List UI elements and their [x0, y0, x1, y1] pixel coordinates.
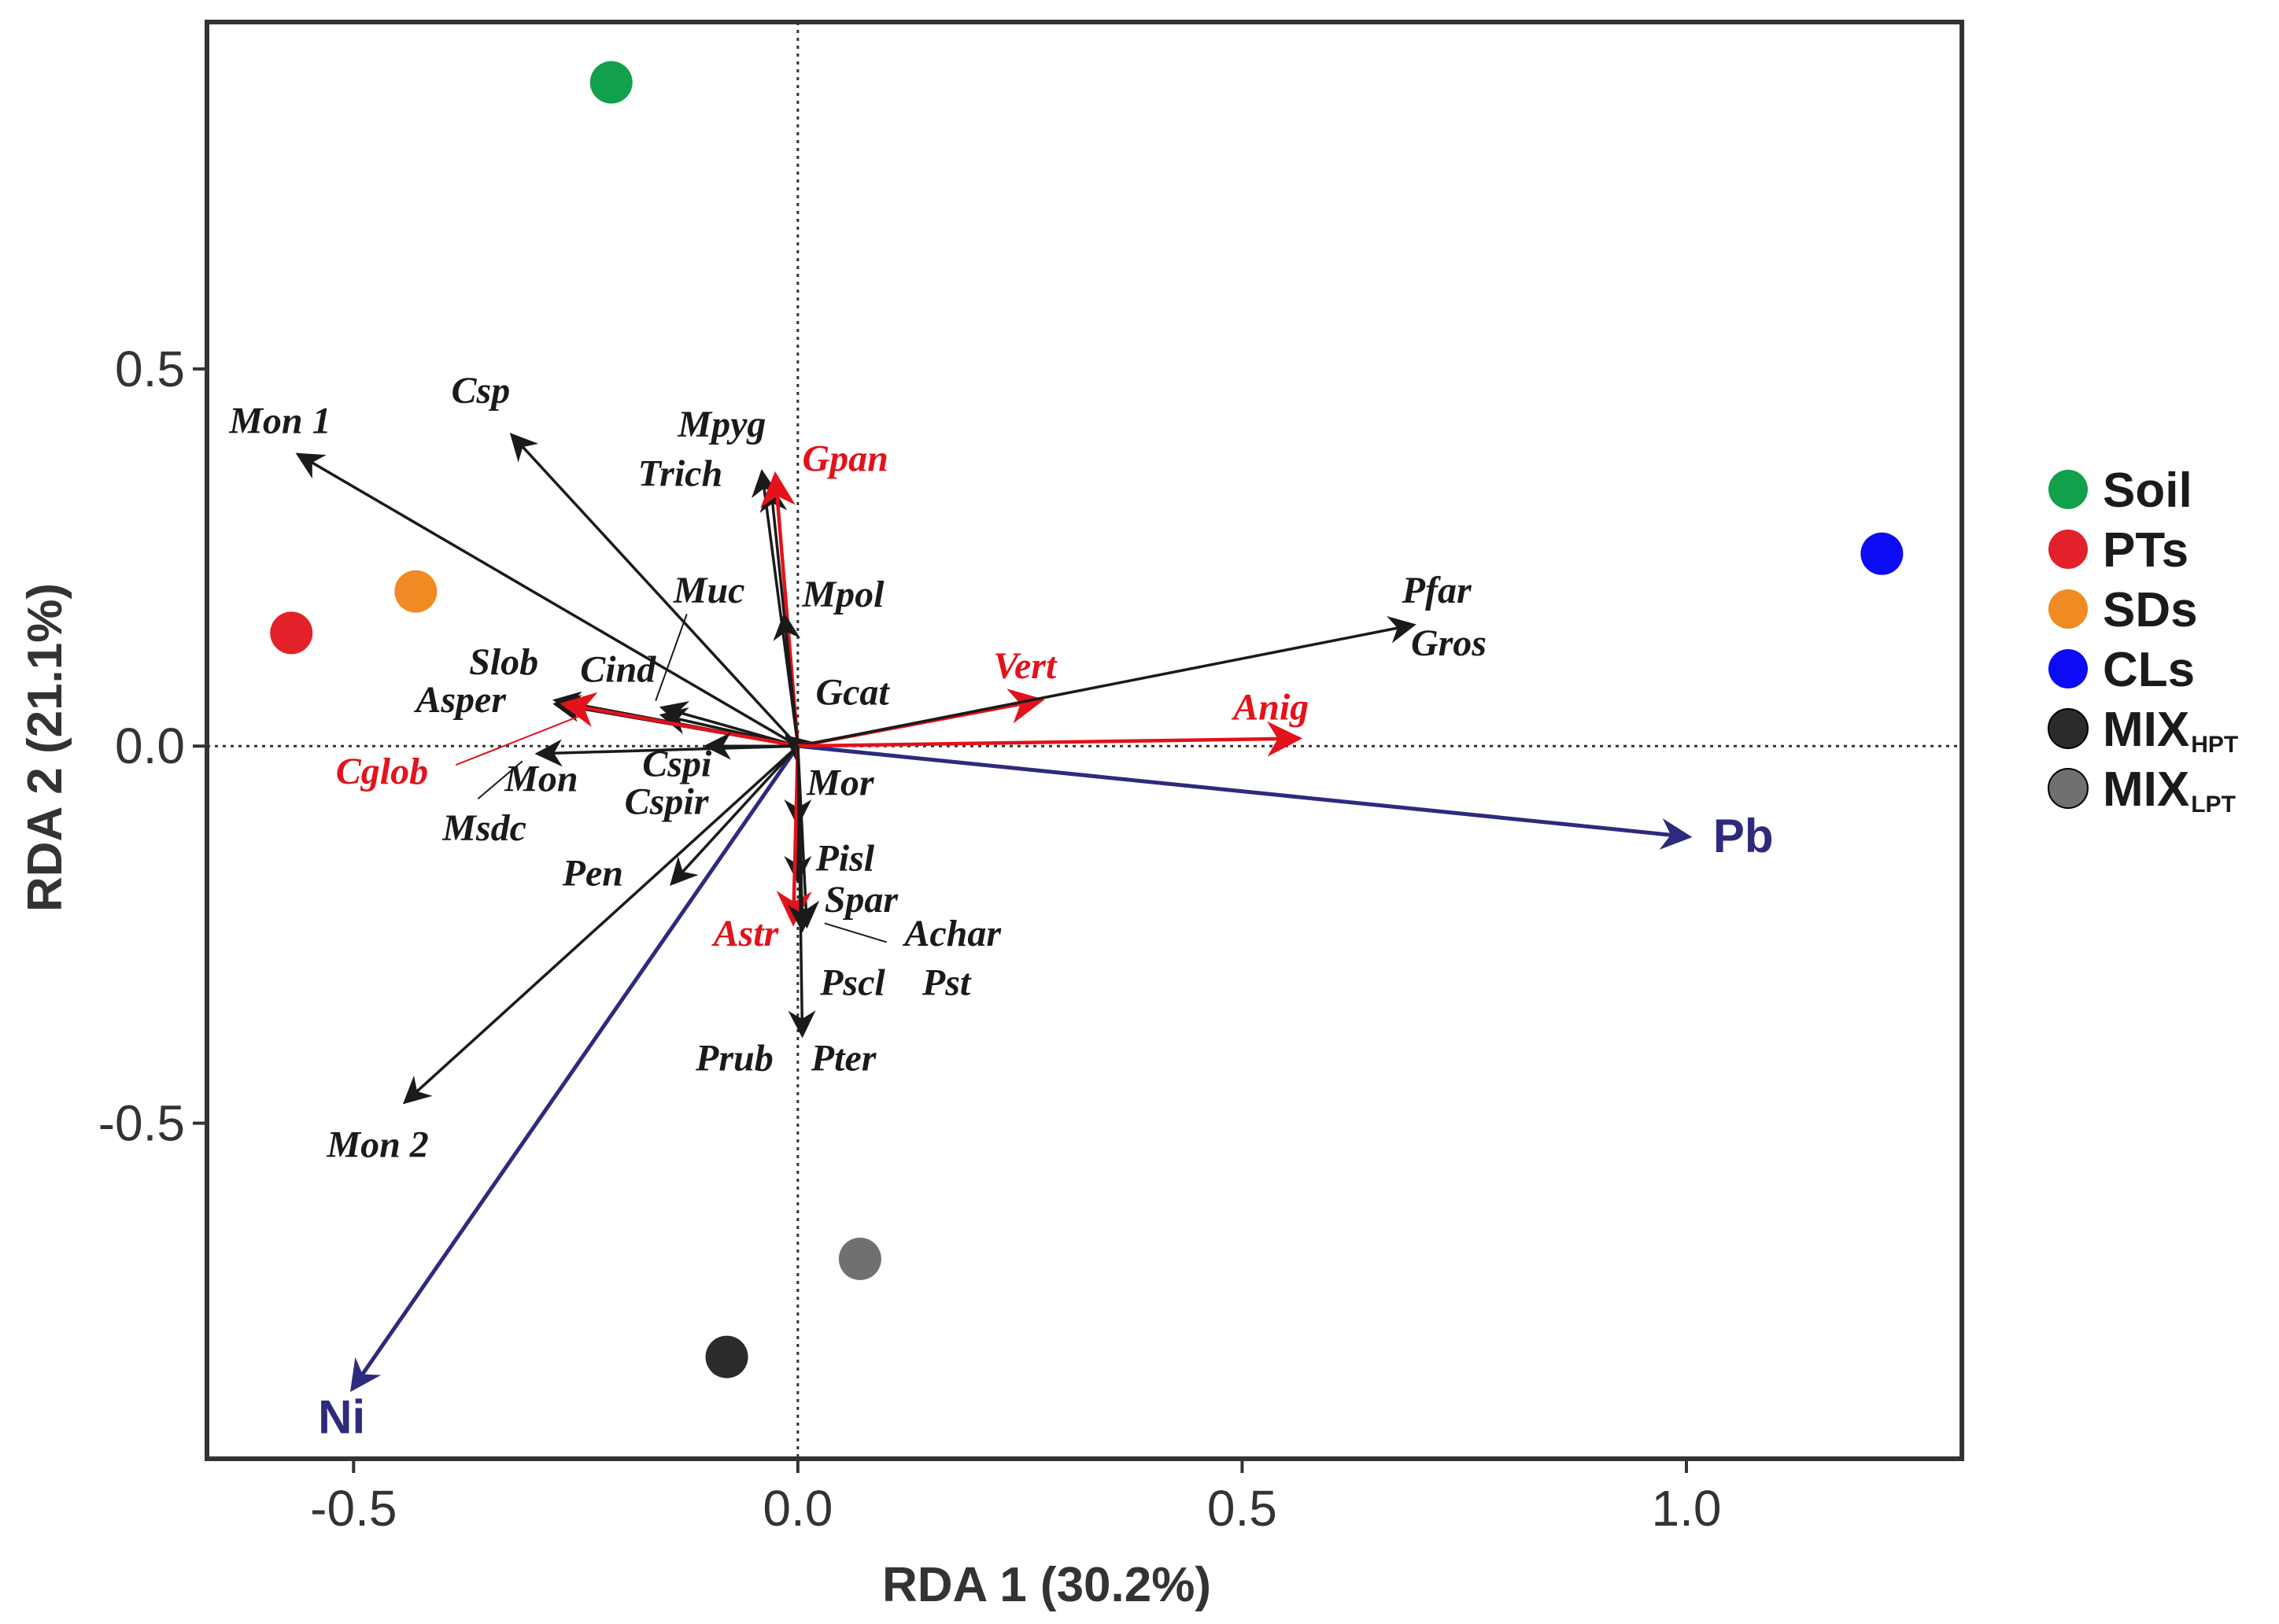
- species-label: Mpol: [802, 574, 885, 615]
- species-vector-cind: [659, 701, 799, 747]
- label-leader-line: [455, 714, 581, 766]
- species-label: Msdc: [441, 807, 526, 849]
- vector-labels: Mon 1 Csp Mpyg Trich Gpan Mpol Muc Cind SlobAspe…: [228, 370, 1773, 1443]
- species-label: Pen: [562, 853, 623, 895]
- y-tick-label: -0.5: [98, 1094, 185, 1151]
- species-label: Achar: [902, 913, 1002, 954]
- site-point-soil: [589, 61, 633, 104]
- plot-frame: [205, 20, 1964, 1461]
- species-label: Mon 1: [228, 400, 331, 441]
- legend-label: MIX: [2103, 762, 2189, 817]
- species-label: Pfar: [1402, 570, 1472, 611]
- env-label-ni: Ni: [318, 1390, 365, 1443]
- species-vector-prub: [788, 746, 816, 1039]
- y-tick-label: 0.5: [115, 341, 185, 397]
- species-vectors: [295, 433, 1417, 1105]
- legend-label: SDs: [2103, 583, 2198, 637]
- legend-label: PTs: [2103, 523, 2189, 578]
- species-vector-mon-2: [402, 744, 800, 1105]
- species-vector-mpol: [773, 612, 801, 747]
- legend-marker: [2048, 530, 2088, 569]
- x-axis-ticks: -0.5 0.0 0.5 1.0: [310, 1459, 1721, 1537]
- species-label: Gpan: [803, 437, 888, 479]
- species-vector-cglob: [560, 692, 799, 748]
- species-label: Gcat: [815, 671, 890, 713]
- site-point-mix-lpt: [838, 1237, 881, 1280]
- species-label: Csp: [452, 370, 511, 412]
- species-label: Mor: [806, 762, 875, 803]
- species-label: Pter: [811, 1037, 877, 1079]
- legend-marker: [2048, 589, 2088, 629]
- species-label: Cspir: [625, 781, 710, 822]
- species-label: Trich: [638, 452, 723, 494]
- species-label: Asper: [413, 679, 507, 721]
- y-axis-ticks: -0.5 0.0 0.5: [98, 341, 207, 1151]
- site-point-cls: [1860, 532, 1904, 575]
- species-label: Spar: [825, 879, 899, 921]
- species-label: Muc: [673, 570, 745, 611]
- species-label: Mon 2: [326, 1124, 428, 1166]
- x-axis-title: RDA 1 (30.2%): [882, 1558, 1211, 1612]
- env-vector-pb: [797, 744, 1693, 850]
- species-label: Cspi: [642, 744, 712, 785]
- environmental-vectors: [350, 744, 1693, 1393]
- species-vector-csp: [509, 433, 800, 747]
- site-point-pts: [270, 611, 313, 655]
- label-leader-line: [824, 922, 888, 943]
- env-vector-ni: [350, 744, 800, 1393]
- legend-subscript: LPT: [2191, 792, 2236, 818]
- species-label: Anig: [1231, 687, 1309, 729]
- legend-marker: [2048, 649, 2088, 688]
- species-label: Prub: [695, 1037, 774, 1079]
- species-label: Pisl: [814, 837, 874, 879]
- species-vector-pfar: [797, 616, 1417, 747]
- x-tick-label: 0.0: [763, 1480, 833, 1537]
- legend-marker: [2048, 768, 2089, 809]
- species-label: Astr: [711, 913, 780, 954]
- legend-marker: [2048, 708, 2089, 749]
- species-label: Cglob: [336, 751, 428, 792]
- legend-subscript: HPT: [2191, 732, 2238, 758]
- x-tick-label: 1.0: [1651, 1480, 1721, 1537]
- legend-label: Soil: [2103, 463, 2192, 518]
- x-tick-label: 0.5: [1207, 1480, 1277, 1537]
- species-vector-pen: [670, 745, 800, 886]
- species-label: Pst: [922, 962, 972, 1004]
- legend-label: CLs: [2103, 643, 2195, 697]
- site-point-sds: [394, 570, 438, 613]
- species-label: Mon: [504, 758, 578, 800]
- species-label: Cind: [580, 649, 656, 691]
- label-leader-line: [655, 614, 688, 702]
- x-tick-label: -0.5: [310, 1480, 397, 1537]
- y-tick-label: 0.0: [115, 718, 185, 774]
- legend-label: MIX: [2103, 703, 2189, 757]
- species-label: Mpyg: [677, 404, 766, 445]
- legend-marker: [2048, 470, 2088, 509]
- y-axis-title: RDA 2 (21.1%): [18, 583, 72, 912]
- label-leader-line: [477, 760, 523, 800]
- species-vector-anig: [797, 721, 1303, 757]
- species-label: Gros: [1411, 622, 1487, 664]
- site-points: [270, 61, 1904, 1379]
- site-point-mix-hpt: [705, 1335, 748, 1379]
- species-vector-mon-1: [295, 452, 799, 747]
- species-label: Slob: [469, 641, 538, 683]
- env-label-pb: Pb: [1713, 810, 1774, 862]
- species-label: Pscl: [819, 962, 885, 1004]
- species-label: Vert: [993, 645, 1058, 687]
